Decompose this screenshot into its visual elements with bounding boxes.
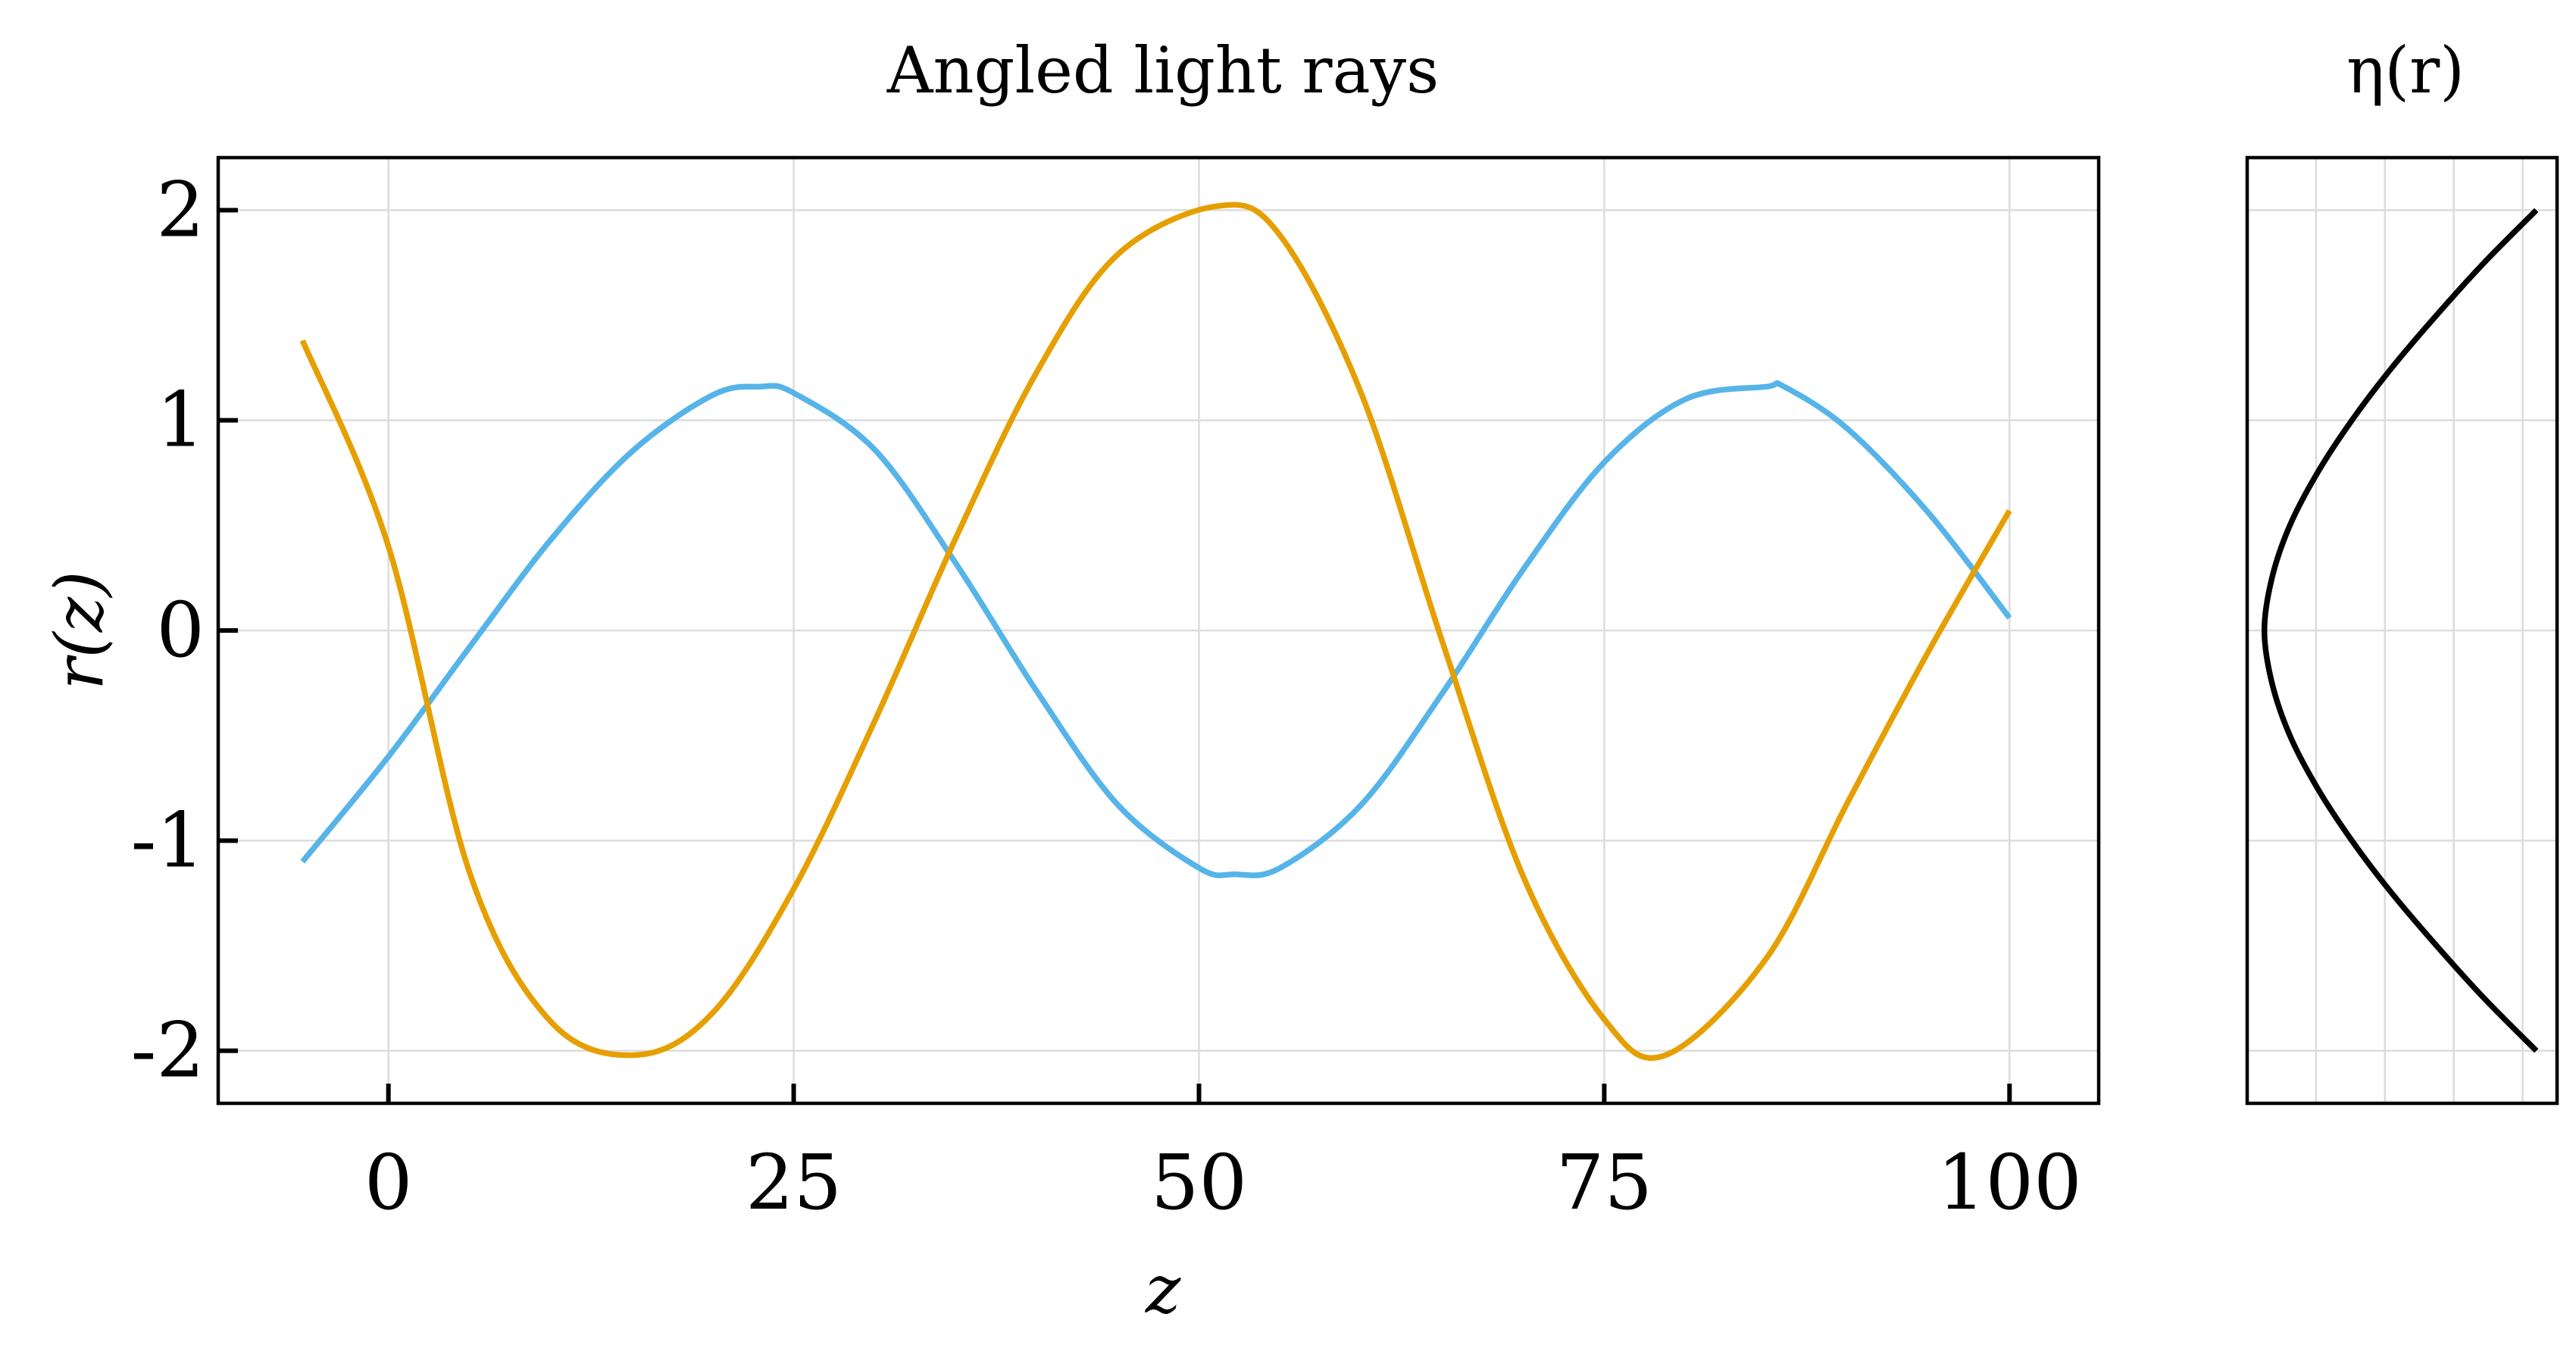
y-tick-label: -1: [131, 796, 205, 884]
x-tick-label: 100: [1937, 1138, 2082, 1227]
y-tick-label: 2: [156, 165, 205, 254]
side-series: [2261, 208, 2539, 1053]
main-title: Angled light rays: [886, 33, 1439, 108]
y-tick-label: 0: [156, 586, 205, 674]
main-grid: [218, 158, 2099, 1103]
x-axis-label: z: [1145, 1250, 1181, 1328]
side-title: η(r): [2346, 33, 2465, 108]
x-tick-label: 0: [364, 1138, 413, 1227]
main-series-line-1: [300, 380, 2012, 878]
side-plot-frame: [2245, 155, 2559, 1106]
main-ticks: [218, 208, 2012, 1103]
main-tick-labels: 0 25 50 75 100 2 1 0 -1 -2: [131, 165, 2082, 1227]
side-grid: [2247, 158, 2557, 1103]
side-series-line-1: [2261, 208, 2539, 1053]
main-series: [299, 202, 2012, 1061]
main-plot-frame: [216, 155, 2101, 1106]
x-tick-label: 25: [746, 1138, 842, 1227]
main-series-line-2: [299, 202, 2012, 1061]
y-tick-label: 1: [156, 376, 205, 465]
y-tick-label: -2: [131, 1006, 205, 1095]
y-axis-label: r(z): [40, 571, 118, 690]
rays-panel: Angled light rays 0 25 50 75 100 2 1 0 -1 -2 z r(…: [40, 33, 2101, 1328]
x-tick-label: 75: [1556, 1138, 1652, 1227]
eta-panel: η(r): [2245, 33, 2559, 1106]
x-tick-label: 50: [1151, 1138, 1247, 1227]
